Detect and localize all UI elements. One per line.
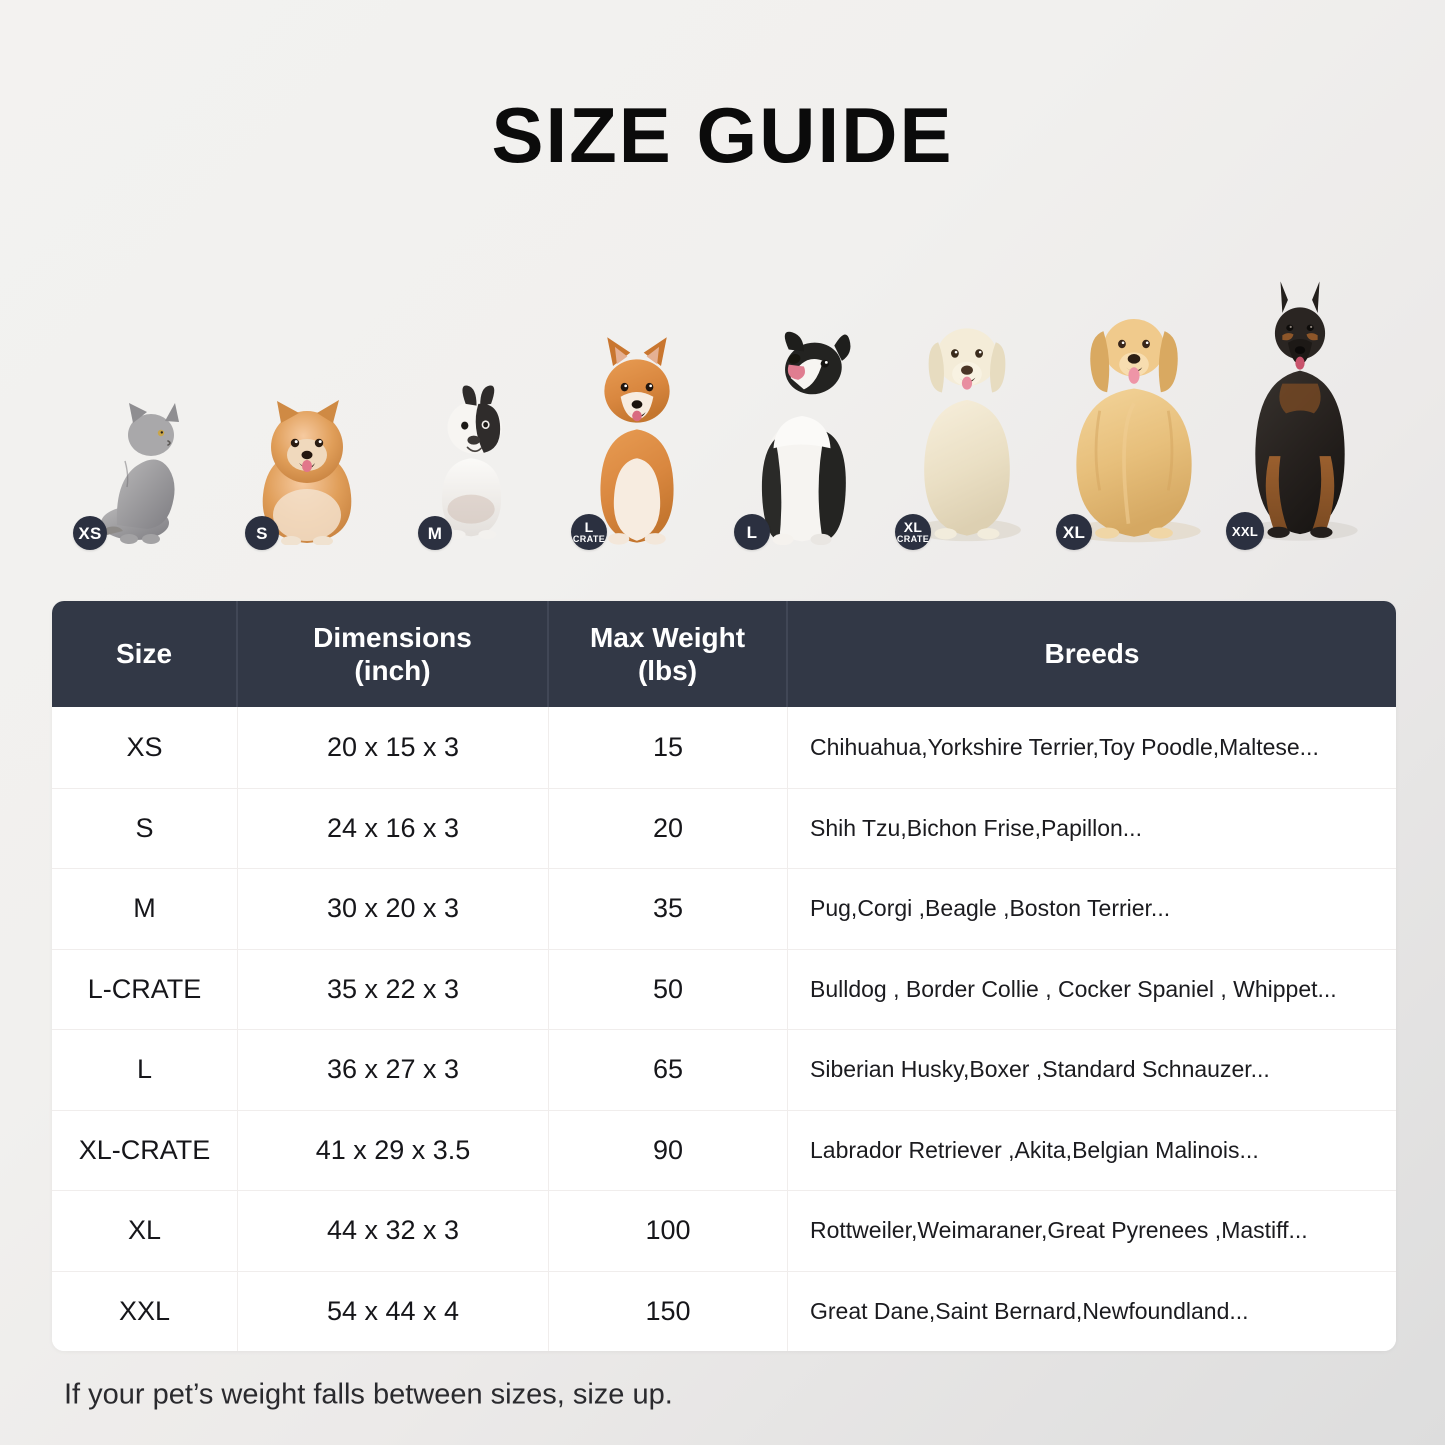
cell-max-weight: 65	[549, 1030, 788, 1110]
table-row: L 36 x 27 x 3 65 Siberian Husky,Boxer ,Stan…	[52, 1029, 1396, 1110]
cell-breeds: Siberian Husky,Boxer ,Standard Schnauzer…	[810, 1056, 1270, 1083]
size-badge-label: L	[746, 522, 758, 542]
cell-size: M	[52, 869, 238, 949]
column-header-dimensions: Dimensions (inch)	[238, 601, 549, 707]
french-bulldog-sitting-icon	[413, 377, 531, 550]
lineup-slot-xl: XL	[1034, 300, 1234, 550]
cell-max-weight: 15	[549, 707, 788, 788]
table-row: XS 20 x 15 x 3 15 Chihuahua,Yorkshire Terri…	[52, 707, 1396, 788]
size-badge-xxl: XXL	[1226, 512, 1264, 550]
size-badge-xl-crate: XL CRATE	[895, 514, 931, 550]
cell-size: XXL	[52, 1271, 238, 1351]
table-row: XL 44 x 32 x 3 100 Rottweiler,Weimaraner,Gr…	[52, 1190, 1396, 1271]
cell-size: L-CRATE	[52, 949, 238, 1029]
column-header-max-weight-line2: (lbs)	[637, 655, 698, 686]
footer-note: If your pet’s weight falls between sizes…	[64, 1378, 673, 1411]
size-badge-label: XXL	[1231, 523, 1259, 539]
column-header-size: Size	[52, 601, 238, 707]
lineup-slot-l-crate: L CRATE	[537, 337, 737, 550]
size-badge-label: S	[256, 523, 268, 543]
page-title: SIZE GUIDE	[491, 91, 954, 179]
cell-breeds: Great Dane,Saint Bernard,Newfoundland...	[810, 1297, 1249, 1324]
cell-dimensions: 36 x 27 x 3	[238, 1030, 549, 1110]
cell-dimensions: 24 x 16 x 3	[238, 788, 549, 868]
size-badge-xs: XS	[73, 516, 107, 550]
cell-dimensions: 54 x 44 x 4	[238, 1271, 549, 1351]
cell-max-weight: 35	[549, 869, 788, 949]
border-collie-sitting-icon	[726, 323, 878, 550]
cell-breeds: Bulldog , Border Collie , Cocker Spaniel…	[810, 975, 1337, 1002]
cell-max-weight: 20	[549, 788, 788, 868]
column-header-max-weight-line1: Max Weight	[589, 621, 746, 653]
cell-dimensions: 44 x 32 x 3	[238, 1191, 549, 1271]
labrador-retriever-sitting-icon	[888, 305, 1046, 550]
column-header-breeds: Breeds	[1044, 638, 1140, 670]
size-badge-label: XS	[78, 523, 102, 543]
cell-max-weight: 50	[549, 949, 788, 1029]
size-badge-xl: XL	[1056, 514, 1092, 550]
cell-max-weight: 90	[549, 1110, 788, 1190]
cell-max-weight: 100	[549, 1191, 788, 1271]
cell-size: L	[52, 1030, 238, 1110]
cell-size: XL-CRATE	[52, 1110, 238, 1190]
size-badge-m: M	[418, 516, 452, 550]
cat-grey-sitting-icon	[68, 395, 198, 550]
lineup-slot-xl-crate: XL CRATE	[867, 310, 1067, 550]
golden-retriever-sitting-icon	[1046, 295, 1222, 550]
cell-dimensions: 41 x 29 x 3.5	[238, 1110, 549, 1190]
cell-breeds: Pug,Corgi ,Beagle ,Boston Terrier...	[810, 895, 1171, 922]
table-row: S 24 x 16 x 3 20 Shih Tzu,Bichon Frise,Papi…	[52, 787, 1396, 868]
size-guide-table: Size Dimensions (inch) Max Weight (lbs) …	[52, 601, 1396, 1351]
size-badge-sublabel: CRATE	[896, 534, 930, 544]
cell-breeds: Labrador Retriever ,Akita,Belgian Malino…	[810, 1136, 1259, 1163]
size-badge-l-crate: L CRATE	[571, 514, 607, 550]
size-badge-sublabel: CRATE	[572, 534, 606, 544]
cell-dimensions: 30 x 20 x 3	[238, 869, 549, 949]
table-header-row: Size Dimensions (inch) Max Weight (lbs) …	[52, 601, 1396, 707]
cell-size: S	[52, 788, 238, 868]
lineup-slot-m: M	[372, 382, 572, 550]
size-badge-label: XL	[1062, 522, 1086, 542]
table-body: XS 20 x 15 x 3 15 Chihuahua,Yorkshire Terri…	[52, 707, 1396, 1351]
size-badge-label: L	[584, 519, 594, 535]
cell-size: XS	[52, 707, 238, 788]
column-header-dimensions-line2: (inch)	[354, 655, 431, 686]
lineup-slot-l: L	[702, 328, 902, 550]
size-badge-label: M	[427, 523, 443, 543]
table-row: XL-CRATE 41 x 29 x 3.5 90 Labrador Retrieve…	[52, 1109, 1396, 1190]
table-row: L-CRATE 35 x 22 x 3 50 Bulldog , Border Col…	[52, 948, 1396, 1029]
cell-dimensions: 35 x 22 x 3	[238, 949, 549, 1029]
size-badge-s: S	[245, 516, 279, 550]
cell-max-weight: 150	[549, 1271, 788, 1351]
cell-breeds: Chihuahua,Yorkshire Terrier,Toy Poodle,M…	[810, 733, 1319, 760]
lineup-slot-xxl: XXL	[1200, 281, 1400, 550]
table-row: XXL 54 x 44 x 4 150 Great Dane,Saint Bernar…	[52, 1270, 1396, 1351]
table-row: M 30 x 20 x 3 35 Pug,Corgi ,Beagle ,Boston …	[52, 868, 1396, 949]
animal-size-lineup: XS S	[0, 250, 1445, 550]
lineup-slot-s: S	[207, 400, 407, 550]
lineup-slot-xs: XS	[33, 400, 233, 550]
cell-size: XL	[52, 1191, 238, 1271]
cell-breeds: Shih Tzu,Bichon Frise,Papillon...	[810, 814, 1142, 841]
shiba-inu-sitting-icon	[565, 333, 709, 550]
pomeranian-sitting-icon	[237, 395, 377, 550]
column-header-dimensions-line1: Dimensions	[313, 621, 472, 653]
doberman-sitting-icon	[1221, 277, 1379, 550]
column-header-max-weight: Max Weight (lbs)	[549, 601, 788, 707]
cell-dimensions: 20 x 15 x 3	[238, 707, 549, 788]
size-badge-l: L	[734, 514, 770, 550]
cell-breeds: Rottweiler,Weimaraner,Great Pyrenees ,Ma…	[810, 1217, 1308, 1244]
size-badge-label: XL	[903, 519, 923, 535]
